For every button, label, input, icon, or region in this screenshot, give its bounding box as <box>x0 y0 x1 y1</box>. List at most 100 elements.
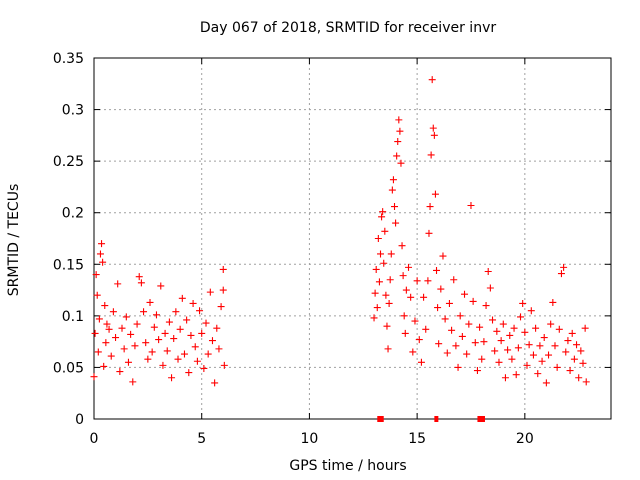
data-point <box>501 374 509 382</box>
data-point <box>99 258 107 266</box>
data-point <box>564 337 572 345</box>
data-points <box>90 76 590 387</box>
data-point <box>456 312 464 320</box>
data-point <box>168 374 176 382</box>
data-point <box>386 276 394 284</box>
x-tick-label: 0 <box>90 431 99 447</box>
data-point <box>433 266 441 274</box>
data-point <box>377 250 385 258</box>
data-point <box>512 371 520 379</box>
data-point <box>127 330 135 338</box>
data-point <box>200 364 208 372</box>
data-point <box>176 325 184 333</box>
data-point <box>392 219 400 227</box>
data-point <box>482 302 490 310</box>
x-tick-label: 15 <box>408 431 426 447</box>
data-point <box>450 276 458 284</box>
data-point <box>439 252 447 260</box>
data-point <box>180 350 188 358</box>
data-point <box>471 339 479 347</box>
data-point <box>523 361 531 369</box>
data-point <box>463 350 471 358</box>
data-point <box>372 265 380 273</box>
data-point <box>96 250 104 258</box>
data-point <box>118 324 126 332</box>
data-point <box>536 342 544 350</box>
data-point <box>148 348 156 356</box>
data-point <box>208 337 216 345</box>
data-point <box>454 363 462 371</box>
data-point <box>391 203 399 211</box>
data-point <box>437 285 445 293</box>
data-point <box>504 346 512 354</box>
data-point <box>157 282 165 290</box>
data-point <box>178 294 186 302</box>
data-point <box>448 326 456 334</box>
data-point <box>183 316 191 324</box>
data-point <box>519 299 527 307</box>
data-point <box>489 316 497 324</box>
data-point <box>137 279 145 287</box>
data-point <box>371 289 379 297</box>
data-point <box>540 334 548 342</box>
data-point <box>428 76 436 84</box>
data-point <box>476 323 484 331</box>
baseline-marks <box>377 416 485 422</box>
data-point <box>452 342 460 350</box>
data-point <box>491 347 499 355</box>
data-point <box>189 299 197 307</box>
data-point <box>146 298 154 306</box>
x-tick-label: 5 <box>197 431 206 447</box>
data-point <box>150 323 158 331</box>
data-point <box>92 271 100 279</box>
data-point <box>93 291 101 299</box>
y-axis-label: SRMTID / TECUs <box>6 184 22 297</box>
data-point <box>170 335 178 343</box>
data-point <box>575 374 583 382</box>
chart-title: Day 067 of 2018, SRMTID for receiver inv… <box>200 20 496 36</box>
data-point <box>401 329 409 337</box>
data-point <box>187 331 195 339</box>
data-point <box>435 340 443 348</box>
data-point <box>131 342 139 350</box>
data-point <box>202 319 210 327</box>
data-point <box>497 337 505 345</box>
data-point <box>441 315 449 323</box>
baseline-mark <box>377 416 384 422</box>
data-point <box>373 304 381 312</box>
data-point <box>383 322 391 330</box>
data-point <box>378 213 386 221</box>
data-point <box>161 329 169 337</box>
data-point <box>411 317 419 325</box>
data-point <box>133 320 141 328</box>
data-point <box>581 324 589 332</box>
data-point <box>120 345 128 353</box>
data-point <box>388 186 396 194</box>
x-tick-label: 10 <box>301 431 319 447</box>
data-point <box>140 308 148 316</box>
y-tick-label: 0.1 <box>62 309 84 325</box>
x-axis-label: GPS time / hours <box>289 458 406 474</box>
data-point <box>480 338 488 346</box>
data-point <box>398 242 406 250</box>
grid <box>94 58 611 419</box>
data-point <box>525 341 533 349</box>
y-tick-label: 0.05 <box>53 360 84 376</box>
data-point <box>508 355 516 363</box>
data-point <box>374 235 382 242</box>
data-point <box>538 357 546 365</box>
data-point <box>582 378 590 386</box>
data-point <box>165 318 173 326</box>
axis-ticks: 0 0.05 0.1 0.15 0.2 0.25 0.3 0.35 0 5 10 15 20 <box>53 51 611 447</box>
data-point <box>211 379 219 387</box>
data-point <box>219 265 227 273</box>
data-point <box>112 334 120 342</box>
data-point <box>506 331 514 339</box>
data-point <box>98 240 106 248</box>
data-point <box>400 312 408 320</box>
data-point <box>426 203 434 211</box>
data-point <box>206 288 214 296</box>
data-point <box>573 341 581 349</box>
data-point <box>560 263 568 271</box>
